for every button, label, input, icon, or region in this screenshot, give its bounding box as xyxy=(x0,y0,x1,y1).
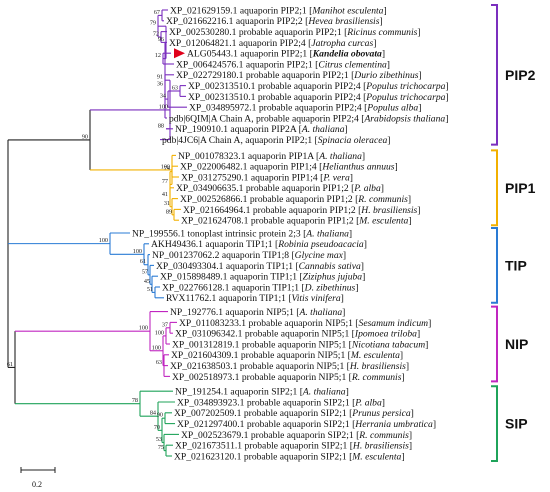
leaf-label: XP_002313510.1 probable aquaporin PIP2;4… xyxy=(188,92,449,103)
group-bracket-sip xyxy=(491,385,498,462)
leaf-label: XP_021664964.1 probable aquaporin PIP1;2… xyxy=(183,205,420,216)
bootstrap-value: 91 xyxy=(157,74,163,81)
bootstrap-value: 90 xyxy=(82,133,88,140)
bootstrap-value: 61 xyxy=(140,258,146,265)
leaf-label: XP_021638503.1 probable aquaporin NIP5;1… xyxy=(170,361,409,372)
group-label-sip: SIP xyxy=(505,416,528,432)
leaf-label: XP_021624708.1 probable aquaporin PIP1;2… xyxy=(181,216,412,227)
leaf-label: XP_034895972.1 probable aquaporin PIP2;4… xyxy=(189,103,421,114)
leaf-label: XP_021623120.1 probable aquaporin SIP2;1… xyxy=(174,451,405,462)
scale-bar-label: 0.2 xyxy=(32,480,42,489)
bootstrap-value: 34 xyxy=(160,93,166,100)
leaf-label: XP_002526866.1 probable aquaporin PIP1;2… xyxy=(180,194,411,205)
bootstrap-value: 79 xyxy=(150,20,156,27)
leaf-label: XP_034906635.1 probable aquaporin PIP1;2… xyxy=(176,183,384,194)
bootstrap-value: 100 xyxy=(133,248,142,255)
group-brackets: PIP2 PIP1 TIP NIP SIP xyxy=(491,4,536,462)
leaf-label: pdb|6QIM|A Chain A, probable aquaporin P… xyxy=(169,113,448,124)
leaf-label: NP_191254.1 aquaporin SIP2;1 [A. thalian… xyxy=(175,387,349,398)
bootstrap-value: 89 xyxy=(166,208,172,215)
leaf-label: XP_022766128.1 aquaporin TIP1;1 [D. zibe… xyxy=(162,282,359,293)
bootstrap-value: 36 xyxy=(157,80,163,87)
bootstrap-value: 100 xyxy=(161,163,170,170)
bootstrap-value: 74 xyxy=(164,165,170,172)
bootstrap-value: 63 xyxy=(156,359,162,366)
leaf-label: XP_021629159.1 aquaporin PIP2;1 [Manihot… xyxy=(170,5,387,16)
leaf-label: ALG05443.1 aquaporin PIP2;1 [Kandelia ob… xyxy=(187,49,385,60)
leaf-label: XP_034893923.1 probable aquaporin SIP2;1… xyxy=(177,397,385,408)
bootstrap-value: 84 xyxy=(150,410,156,417)
bootstrap-value: 100 xyxy=(99,237,108,244)
leaf-label: XP_006424576.1 aquaporin PIP2;1 [Citrus … xyxy=(176,59,390,70)
tree-branches xyxy=(7,9,187,457)
group-bracket-pip1 xyxy=(491,149,498,227)
leaf-label: XP_031275290.1 aquaporin PIP1;4 [P. vera… xyxy=(181,172,353,183)
leaf-label: RVX11762.1 aquaporin TIP1;1 [Vitis vinif… xyxy=(166,293,344,304)
leaf-label: XP_022729180.1 probable aquaporin PIP2;1… xyxy=(176,70,422,81)
bootstrap-value: 70 xyxy=(154,424,160,431)
bootstrap-labels: 6772791296633436918810074893141771009051… xyxy=(7,9,178,451)
leaf-label: NP_190910.1 aquaporin PIP2A [A. thaliana… xyxy=(175,124,348,135)
bootstrap-value: 37 xyxy=(162,321,168,328)
bootstrap-value: 63 xyxy=(172,85,178,92)
bootstrap-value: 45 xyxy=(144,278,150,285)
leaf-label: XP_011083233.1 probable aquaporin NIP5;1… xyxy=(179,318,431,329)
group-label-pip1: PIP1 xyxy=(505,180,536,196)
leaf-label: XP_002518973.1 probable aquaporin NIP5;1… xyxy=(172,372,405,383)
scale-bar: 0.2 xyxy=(20,467,56,489)
bootstrap-value: 51 xyxy=(147,286,153,293)
leaf-label: XP_022006482.1 aquaporin PIP1;4 [Heliant… xyxy=(180,162,398,173)
bootstrap-value: 100 xyxy=(152,344,161,351)
leaf-label: XP_021297400.1 probable aquaporin SIP2;1… xyxy=(177,419,436,430)
leaf-label: XP_021673511.1 probable aquaporin SIP2;1… xyxy=(175,441,412,452)
leaf-label: pdb|4JC6|A Chain A, aquaporin PIP2;1 [Sp… xyxy=(162,135,391,146)
leaf-label: NP_199556.1 tonoplast intrinsic protein … xyxy=(132,228,352,239)
leaf-label: NP_001237062.2 aquaporin TIP1;8 [Glycine… xyxy=(152,250,346,261)
bootstrap-value: 90 xyxy=(157,412,163,419)
group-label-nip: NIP xyxy=(505,336,528,352)
bootstrap-value: 75 xyxy=(158,444,164,451)
leaf-labels: XP_021629159.1 aquaporin PIP2;1 [Manihot… xyxy=(132,5,449,462)
bootstrap-value: 88 xyxy=(158,122,164,129)
leaf-label: XP_021662216.1 aquaporin PIP2;2 [Hevea b… xyxy=(166,16,383,27)
bootstrap-value: 96 xyxy=(158,36,164,43)
leaf-label: XP_030493304.1 aquaporin TIP1;1 [Cannabi… xyxy=(156,261,364,272)
leaf-label: XP_001312819.1 probable aquaporin NIP5;1… xyxy=(172,339,428,350)
bootstrap-value: 67 xyxy=(154,9,160,16)
group-label-tip: TIP xyxy=(505,257,527,273)
bootstrap-value: 61 xyxy=(7,361,13,368)
leaf-label: XP_002523679.1 probable aquaporin SIP2;1… xyxy=(181,430,412,441)
bootstrap-value: 12 xyxy=(155,52,161,59)
group-label-pip2: PIP2 xyxy=(505,67,536,83)
leaf-label: NP_001078323.1 aquaporin PIP1A [A. thali… xyxy=(178,151,365,162)
leaf-label: XP_021604309.1 probable aquaporin NIP5;1… xyxy=(171,350,403,361)
bootstrap-value: 53 xyxy=(156,436,162,443)
bootstrap-value: 41 xyxy=(162,191,168,198)
leaf-label: XP_015898489.1 aquaporin TIP1;1 [Ziziphu… xyxy=(160,272,365,283)
highlight-marker-icon xyxy=(174,48,185,59)
bootstrap-value: 78 xyxy=(132,397,138,404)
group-bracket-pip2 xyxy=(491,4,498,146)
bootstrap-value: 100 xyxy=(139,325,148,332)
leaf-label: XP_031096342.1 probable aquaporin NIP5;1… xyxy=(175,329,420,340)
bootstrap-value: 100 xyxy=(159,103,168,110)
leaf-label: XP_012064821.1 aquaporin PIP2;4 [Jatroph… xyxy=(169,38,376,49)
bootstrap-value: 57 xyxy=(142,268,148,275)
bootstrap-value: 77 xyxy=(162,178,168,185)
leaf-label: XP_002530280.1 probable aquaporin PIP2;1… xyxy=(169,27,421,38)
group-bracket-tip xyxy=(491,227,498,304)
bootstrap-value: 100 xyxy=(155,329,164,336)
bootstrap-value: 31 xyxy=(164,200,170,207)
bootstrap-value: 72 xyxy=(153,31,159,38)
leaf-label: AKH49436.1 aquaporin TIP1;1 [Robinia pse… xyxy=(151,239,367,250)
leaf-label: XP_002313510.1 probable aquaporin PIP2;4… xyxy=(188,81,449,92)
leaf-label: XP_007202509.1 probable aquaporin SIP2;1… xyxy=(174,408,414,419)
leaf-label: NP_192776.1 aquaporin NIP5;1 [A. thalian… xyxy=(170,307,345,318)
group-bracket-nip xyxy=(491,305,498,383)
